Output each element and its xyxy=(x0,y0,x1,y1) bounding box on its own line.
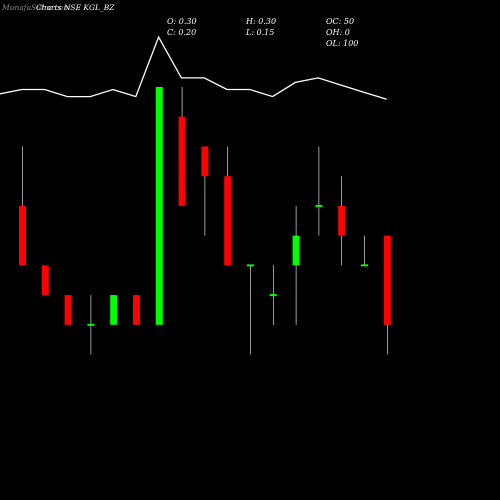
candle-body xyxy=(41,265,49,296)
candle xyxy=(383,235,391,355)
oc-value: OC: 50 xyxy=(326,17,355,26)
candle xyxy=(201,146,209,236)
volume-line xyxy=(0,35,387,100)
candle-body xyxy=(133,295,140,325)
candle-body xyxy=(19,205,26,266)
candle-body xyxy=(110,295,118,325)
candle-body xyxy=(315,204,323,207)
candle xyxy=(178,87,186,206)
candle xyxy=(292,205,300,325)
candle xyxy=(269,265,277,325)
candles-layer xyxy=(19,87,391,355)
candle-body xyxy=(201,146,209,177)
candle-body xyxy=(269,294,277,297)
candle xyxy=(338,176,346,266)
watermark: MunafaSutra.com xyxy=(2,3,71,12)
chart-title: Charts NSE KGL_BZ xyxy=(36,3,115,12)
candle xyxy=(133,295,140,325)
low-value: L: 0.15 xyxy=(246,28,275,37)
volume-line-layer xyxy=(0,35,387,100)
candle xyxy=(247,264,254,355)
candle xyxy=(224,146,232,266)
candle-body xyxy=(178,116,186,206)
candle-body xyxy=(224,176,232,266)
candle xyxy=(19,146,26,266)
candle-body xyxy=(361,264,368,267)
high-value: H: 0.30 xyxy=(246,17,277,26)
candle-body xyxy=(383,235,391,325)
candle-body xyxy=(87,323,95,326)
candle xyxy=(361,235,368,267)
candle xyxy=(87,295,95,355)
ol-value: OL: 100 xyxy=(326,39,359,48)
candle-body xyxy=(247,264,254,267)
candle-body xyxy=(292,235,300,266)
candle xyxy=(155,87,163,325)
candle-body xyxy=(338,205,346,236)
open-value: O: 0.30 xyxy=(167,17,197,26)
candle xyxy=(315,146,323,236)
close-value: C: 0.20 xyxy=(167,28,197,37)
candle xyxy=(110,295,118,325)
candle-body xyxy=(155,87,163,325)
candle-body xyxy=(64,295,72,325)
oh-value: OH: 0 xyxy=(326,28,350,37)
candle xyxy=(41,265,49,296)
candle xyxy=(64,295,72,325)
